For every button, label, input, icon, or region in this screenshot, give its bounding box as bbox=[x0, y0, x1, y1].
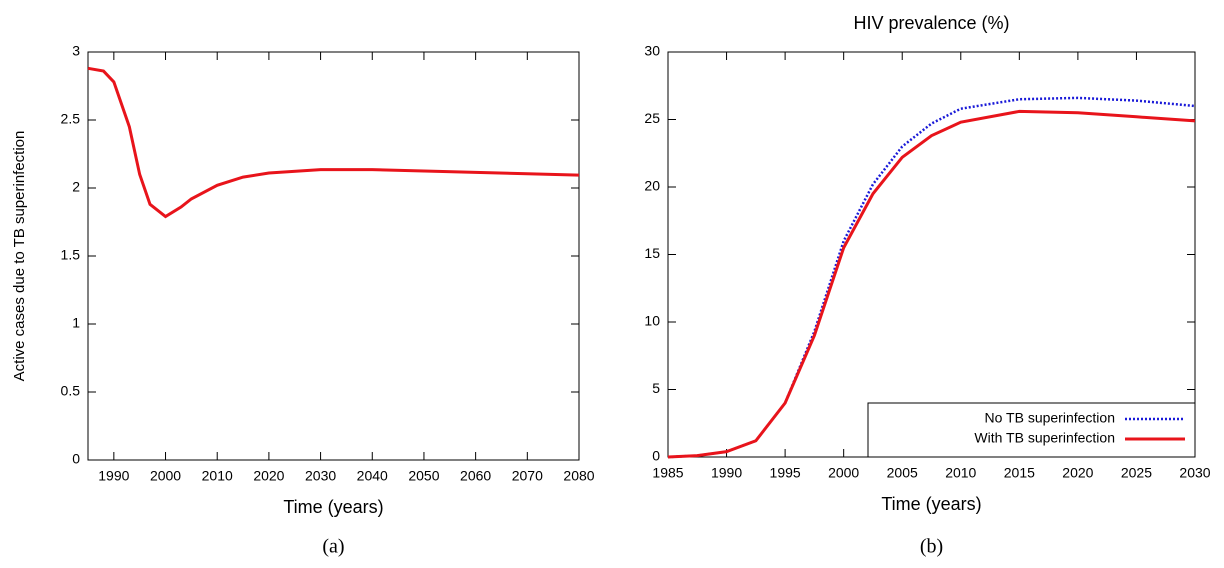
y-tick-label: 20 bbox=[644, 178, 660, 194]
x-tick-label: 2080 bbox=[563, 468, 594, 484]
x-tick-label: 1990 bbox=[98, 468, 129, 484]
x-tick-label: 2070 bbox=[512, 468, 543, 484]
y-tick-label: 3 bbox=[72, 43, 80, 59]
x-tick-label: 1995 bbox=[770, 465, 801, 481]
y-tick-label: 30 bbox=[644, 43, 660, 59]
y-axis-title: Active cases due to TB superinfection bbox=[11, 131, 28, 382]
x-tick-label: 2015 bbox=[1004, 465, 1035, 481]
x-axis-title: Time (years) bbox=[881, 494, 981, 514]
legend-box bbox=[867, 402, 1196, 458]
x-tick-label: 1990 bbox=[711, 465, 742, 481]
series-line bbox=[87, 66, 580, 219]
x-tick-label: 2010 bbox=[202, 468, 233, 484]
y-tick-label: 0 bbox=[72, 451, 80, 467]
y-tick-label: 15 bbox=[644, 245, 660, 261]
y-tick-label: 2 bbox=[72, 179, 80, 195]
x-tick-label: 2050 bbox=[408, 468, 439, 484]
y-tick-label: 1.5 bbox=[61, 247, 81, 263]
legend-label: With TB superinfection bbox=[974, 430, 1115, 446]
y-tick-label: 10 bbox=[644, 313, 660, 329]
y-tick-label: 0 bbox=[652, 448, 660, 464]
x-tick-label: 2000 bbox=[150, 468, 181, 484]
series-line bbox=[667, 109, 1196, 459]
x-tick-label: 2040 bbox=[357, 468, 388, 484]
x-tick-label: 2030 bbox=[1179, 465, 1210, 481]
x-tick-label: 2020 bbox=[253, 468, 284, 484]
x-tick-label: 2030 bbox=[305, 468, 336, 484]
plot-frame bbox=[87, 51, 580, 461]
x-tick-label: 2005 bbox=[887, 465, 918, 481]
y-tick-label: 5 bbox=[652, 380, 660, 396]
x-tick-label: 2060 bbox=[460, 468, 491, 484]
x-tick-label: 2020 bbox=[1062, 465, 1093, 481]
y-tick-label: 25 bbox=[644, 110, 660, 126]
x-tick-label: 2000 bbox=[828, 465, 859, 481]
plot-frame bbox=[667, 51, 1196, 458]
caption: (b) bbox=[920, 536, 943, 558]
x-tick-label: 2025 bbox=[1121, 465, 1152, 481]
x-axis-title: Time (years) bbox=[283, 497, 383, 517]
y-tick-label: 0.5 bbox=[61, 383, 81, 399]
chart-title: HIV prevalence (%) bbox=[853, 13, 1009, 33]
y-tick-label: 2.5 bbox=[61, 111, 81, 127]
caption: (a) bbox=[322, 536, 344, 558]
x-tick-label: 2010 bbox=[945, 465, 976, 481]
y-tick-label: 1 bbox=[72, 315, 80, 331]
legend-label: No TB superinfection bbox=[985, 410, 1115, 426]
x-tick-label: 1985 bbox=[652, 465, 683, 481]
